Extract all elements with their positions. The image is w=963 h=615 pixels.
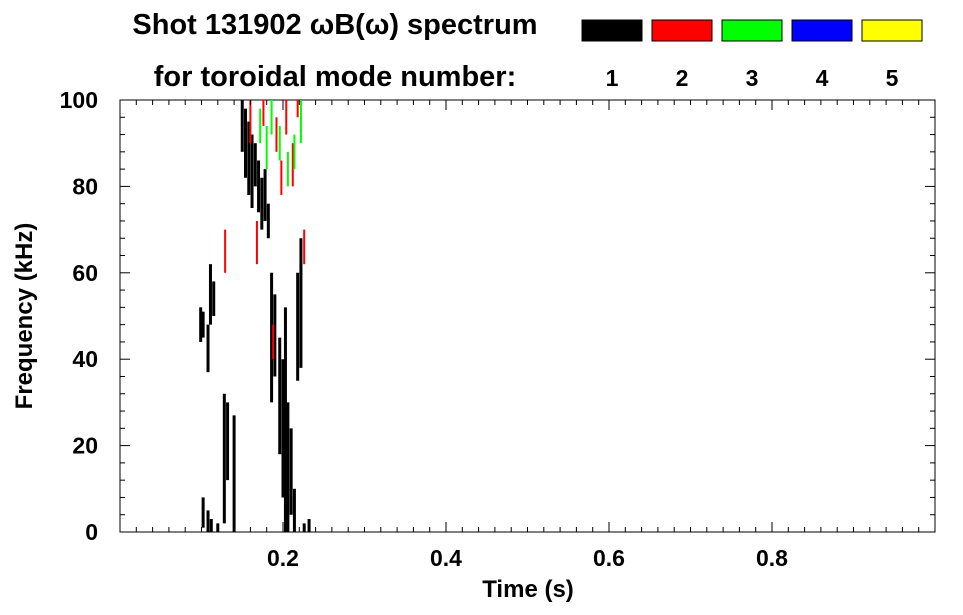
- mode-label-1: 1: [606, 65, 619, 91]
- y-tick-label: 40: [72, 346, 98, 372]
- mode-swatch-3: [721, 19, 783, 42]
- y-tick-label: 100: [60, 87, 98, 113]
- x-axis-title: Time (s): [482, 576, 574, 603]
- mode-label-2: 2: [676, 65, 689, 91]
- mode-swatch-1: [581, 19, 643, 42]
- x-tick-label: 0.8: [756, 545, 788, 571]
- mode-label-5: 5: [886, 65, 899, 91]
- mode-swatch-5: [861, 19, 923, 42]
- chart-title-line1: Shot 131902 ωB(ω) spectrum: [132, 9, 537, 41]
- axis-ticks: 0 20 40 60 80 100 0.2 0.4 0.6 0.8: [60, 87, 935, 571]
- y-tick-label: 0: [85, 519, 98, 545]
- y-axis-title: Frequency (kHz): [11, 223, 38, 410]
- y-tick-label: 80: [72, 173, 98, 199]
- x-tick-label: 0.6: [593, 545, 625, 571]
- y-tick-label: 60: [72, 260, 98, 286]
- y-tick-label: 20: [72, 433, 98, 459]
- spectrum-data: [199, 100, 311, 532]
- mode-number-legend: 1 2 3 4 5: [581, 19, 923, 91]
- mode-swatch-2: [651, 19, 713, 42]
- mode-swatch-4: [791, 19, 853, 42]
- x-tick-label: 0.2: [267, 545, 299, 571]
- plot-frame: [119, 99, 936, 533]
- mode-label-4: 4: [816, 65, 829, 91]
- mode-label-3: 3: [746, 65, 759, 91]
- x-tick-label: 0.4: [430, 545, 462, 571]
- chart-title-line2: for toroidal mode number:: [154, 61, 517, 93]
